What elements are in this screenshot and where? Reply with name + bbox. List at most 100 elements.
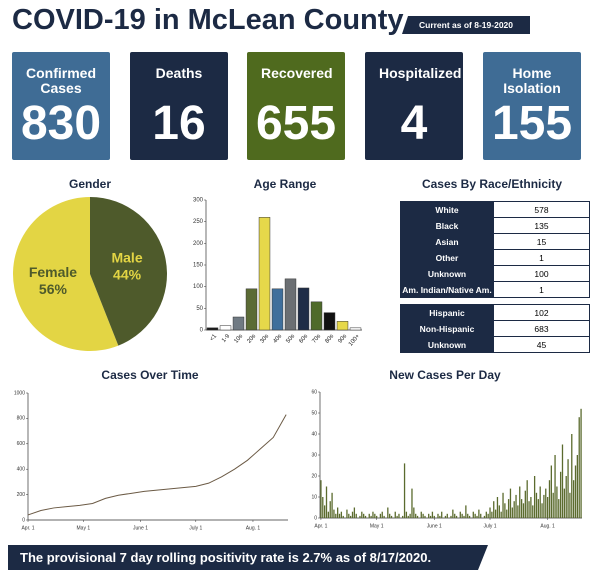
bar — [524, 490, 526, 518]
cell: Unknown — [400, 336, 494, 353]
bar — [439, 515, 441, 518]
pie-slice — [13, 197, 119, 351]
bar — [558, 499, 560, 518]
bar — [580, 408, 582, 518]
x-tick-label: Apr. 1 — [314, 523, 327, 529]
bar — [467, 513, 469, 518]
y-tick-label: 250 — [193, 219, 204, 225]
bar — [500, 511, 502, 518]
bar — [509, 488, 512, 518]
row: Non-Hispanic 683 — [400, 320, 590, 337]
stat-value: 830 — [20, 97, 102, 150]
bar — [465, 505, 467, 518]
cell: 100 — [493, 265, 590, 282]
bar — [335, 513, 337, 518]
bar — [219, 325, 232, 331]
row: Hispanic 102 — [400, 304, 590, 321]
bar — [461, 513, 463, 518]
y-tick-label: 0 — [314, 515, 317, 521]
bar — [403, 463, 406, 518]
y-tick-label: 600 — [17, 441, 26, 447]
bar — [398, 513, 400, 518]
bar — [483, 515, 486, 518]
x-tick-label: June 1 — [427, 523, 442, 529]
bar — [498, 505, 500, 518]
bar — [340, 511, 343, 518]
bar — [578, 417, 580, 518]
x-tick-label: 70s — [311, 333, 322, 344]
bar — [485, 511, 487, 518]
bar — [559, 471, 562, 518]
chart-title: Cases Over Time — [101, 368, 198, 382]
bar — [506, 509, 508, 518]
bar — [310, 301, 323, 331]
bar — [394, 511, 396, 518]
bar — [556, 486, 558, 518]
x-tick-label: July 1 — [483, 523, 496, 529]
cell: 135 — [493, 217, 590, 234]
stat-value: 16 — [152, 97, 206, 150]
chart-title: Age Range — [254, 177, 317, 191]
slice-value: 56% — [39, 281, 68, 297]
y-tick-label: 40 — [311, 431, 317, 437]
x-tick-label: May 1 — [370, 523, 384, 529]
bar — [468, 515, 471, 518]
y-tick-label: 150 — [193, 263, 204, 269]
bar — [450, 515, 452, 518]
bar — [576, 455, 579, 518]
bar — [363, 513, 365, 518]
bar — [368, 513, 370, 518]
bar — [561, 444, 564, 518]
bar — [379, 513, 382, 518]
bar — [429, 515, 432, 518]
bar — [342, 515, 344, 518]
line — [27, 414, 287, 516]
bar — [428, 513, 430, 518]
row: Black 135 — [400, 217, 590, 234]
cell: 578 — [493, 201, 590, 218]
bar — [569, 492, 571, 518]
stat-label: Hospitalized — [379, 65, 462, 81]
bar — [387, 507, 389, 518]
bar — [494, 509, 497, 518]
bar — [474, 513, 476, 518]
bar — [331, 492, 333, 518]
stat-value: 155 — [491, 97, 573, 150]
stat-value: 4 — [400, 97, 428, 150]
bar — [333, 509, 335, 518]
cell: Am. Indian/Native Am. — [400, 281, 494, 298]
bar — [420, 511, 422, 518]
bar — [411, 488, 413, 518]
chart-title: New Cases Per Day — [389, 368, 501, 382]
cell: Hispanic — [400, 304, 494, 321]
cell: 1 — [493, 249, 590, 266]
y-tick-label: 100 — [193, 284, 204, 290]
stat-card: Home Isolation 155 — [483, 52, 581, 160]
x-tick-label: 90s — [337, 333, 348, 344]
bar — [476, 515, 478, 518]
bar — [520, 499, 523, 518]
bar — [402, 515, 404, 518]
slice-label: Male — [111, 250, 142, 266]
bar — [405, 511, 408, 518]
y-tick-label: 400 — [17, 467, 26, 473]
cell: Non-Hispanic — [400, 320, 494, 337]
bar — [396, 515, 398, 518]
stat-label: Recovered — [261, 65, 333, 81]
bar — [323, 312, 336, 331]
bar — [491, 511, 493, 518]
bar — [472, 511, 474, 518]
bar — [206, 327, 219, 331]
y-tick-label: 300 — [193, 198, 204, 204]
bar — [381, 511, 383, 518]
x-tick-label: 60s — [298, 333, 309, 344]
x-tick-label: 10s — [233, 333, 244, 344]
bar — [336, 321, 349, 331]
cell — [493, 297, 590, 305]
stat-value: 655 — [255, 97, 337, 150]
bar — [232, 316, 245, 331]
bar — [424, 515, 426, 518]
row: White 578 — [400, 201, 590, 218]
bar — [433, 515, 435, 518]
bar — [409, 513, 411, 518]
